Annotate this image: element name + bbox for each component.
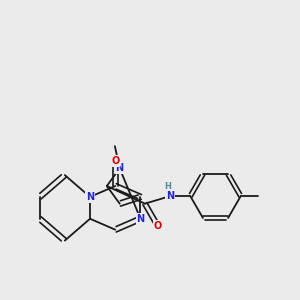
Text: O: O	[153, 220, 162, 230]
Text: N: N	[86, 192, 94, 202]
Text: N: N	[116, 163, 124, 173]
Text: N: N	[136, 214, 145, 224]
Text: H: H	[165, 182, 172, 191]
Text: O: O	[111, 156, 119, 166]
Text: N: N	[166, 191, 174, 201]
